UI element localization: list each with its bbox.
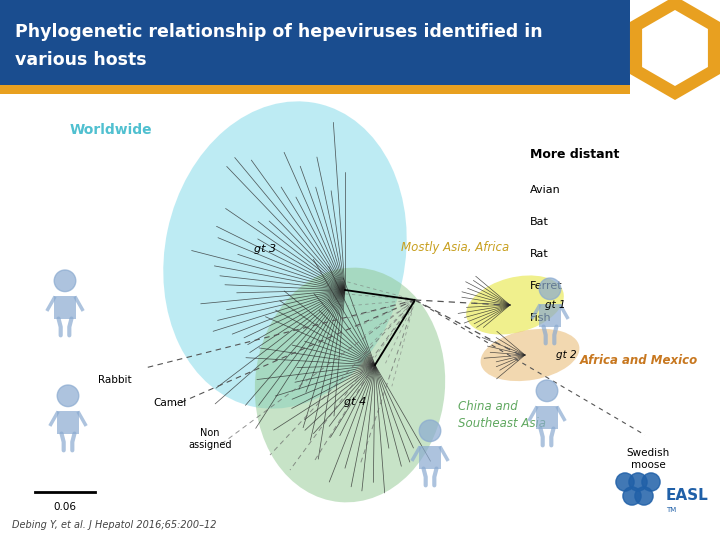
Circle shape (616, 473, 634, 491)
Text: Fish: Fish (530, 313, 552, 323)
Circle shape (629, 473, 647, 491)
Text: TM: TM (666, 507, 676, 513)
Text: Non
assigned: Non assigned (188, 428, 232, 450)
Text: Debing Y, et al. J Hepatol 2016;65:200–12: Debing Y, et al. J Hepatol 2016;65:200–1… (12, 520, 217, 530)
Text: More distant: More distant (530, 148, 619, 161)
Circle shape (57, 385, 78, 407)
Bar (536, 406, 558, 429)
Circle shape (539, 278, 561, 300)
Circle shape (623, 487, 641, 505)
Circle shape (419, 420, 441, 442)
Text: Mostly Asia, Africa: Mostly Asia, Africa (401, 241, 509, 254)
Text: Rat: Rat (530, 249, 549, 259)
Text: China and
Southeast Asia: China and Southeast Asia (458, 400, 546, 430)
Ellipse shape (163, 102, 407, 409)
Text: Worldwide: Worldwide (70, 123, 153, 137)
Bar (539, 304, 561, 327)
Circle shape (54, 270, 76, 292)
Text: EASL: EASL (666, 488, 708, 503)
Text: Bat: Bat (530, 217, 549, 227)
Text: gt 3: gt 3 (254, 244, 276, 254)
Text: 0.06: 0.06 (53, 502, 76, 512)
Circle shape (536, 380, 558, 402)
Text: Ferret: Ferret (530, 281, 562, 291)
Circle shape (642, 473, 660, 491)
Bar (54, 296, 76, 319)
Text: Avian: Avian (530, 185, 561, 195)
Bar (419, 446, 441, 469)
Text: gt 4: gt 4 (344, 397, 366, 407)
Ellipse shape (255, 268, 445, 502)
Circle shape (635, 487, 653, 505)
Text: Rabbit: Rabbit (98, 375, 132, 385)
Text: Swedish
moose: Swedish moose (626, 448, 670, 470)
Bar (0, 85, 630, 94)
Text: Phylogenetic relationship of hepeviruses identified in: Phylogenetic relationship of hepeviruses… (15, 23, 543, 41)
Bar (0, 0, 630, 85)
Ellipse shape (480, 329, 580, 381)
Bar (57, 411, 78, 434)
Text: gt 2: gt 2 (556, 350, 577, 360)
Text: gt 1: gt 1 (545, 300, 566, 310)
Text: Camel: Camel (153, 398, 186, 408)
Ellipse shape (466, 275, 564, 335)
Text: Africa and Mexico: Africa and Mexico (580, 354, 698, 367)
Text: various hosts: various hosts (15, 51, 147, 69)
